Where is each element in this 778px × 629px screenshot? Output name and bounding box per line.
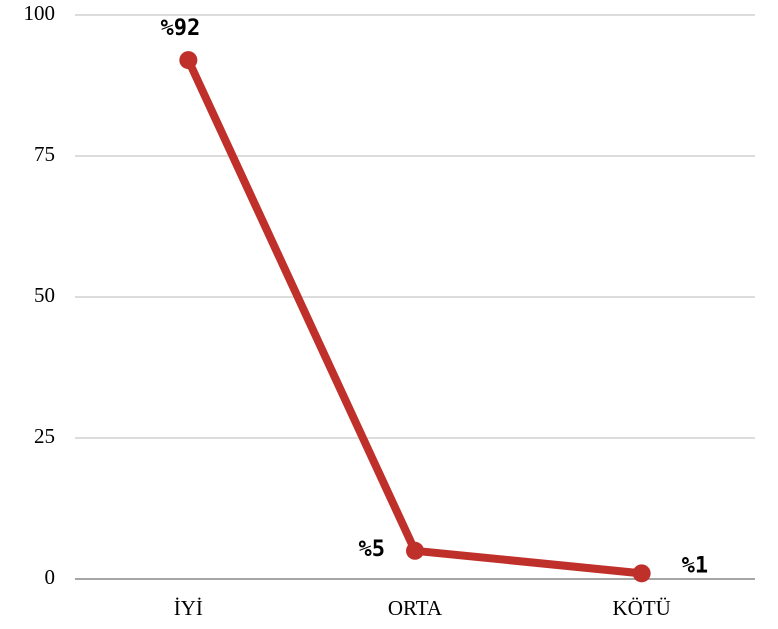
marker — [179, 51, 198, 70]
y-tick-label: 100 — [24, 1, 56, 25]
marker — [406, 541, 424, 560]
y-tick-label: 0 — [45, 565, 56, 589]
data-label: %92 — [160, 16, 200, 41]
y-tick-label: 75 — [34, 142, 55, 166]
x-tick-label: ORTA — [388, 596, 443, 620]
y-tick-label: 50 — [34, 283, 55, 307]
y-tick-label: 25 — [34, 424, 55, 448]
data-label: %1 — [682, 553, 709, 578]
x-tick-label: KÖTÜ — [613, 596, 671, 620]
data-label: %5 — [359, 537, 386, 562]
marker — [632, 564, 651, 583]
line — [184, 58, 643, 578]
x-tick-label: İYİ — [174, 596, 203, 620]
